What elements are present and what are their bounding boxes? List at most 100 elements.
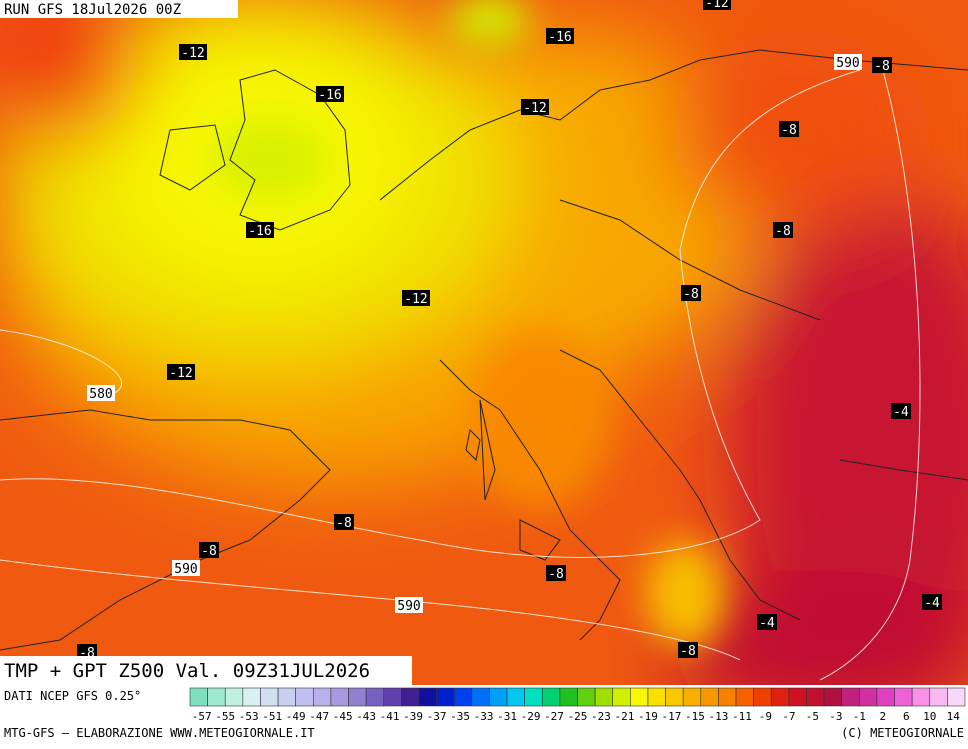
scale-label: -47 [309, 710, 329, 723]
scale-label: -13 [708, 710, 728, 723]
contour-label: -8 [336, 516, 352, 531]
scale-label: 10 [923, 710, 936, 723]
scale-swatch [753, 687, 772, 707]
scale-label: -11 [732, 710, 752, 723]
contour-label: -4 [924, 596, 940, 611]
credit-label: MTG-GFS — ELABORAZIONE WWW.METEOGIORNALE… [4, 726, 315, 740]
scale-swatch [436, 687, 455, 707]
scale-swatch [770, 687, 790, 707]
scale-swatch [348, 687, 367, 707]
scale-label: -17 [662, 710, 682, 723]
contour-label-box [703, 0, 731, 10]
contour-label-box [167, 364, 195, 380]
scale-swatch [189, 687, 208, 707]
contour-label-box [316, 86, 344, 102]
scale-swatch [401, 687, 420, 707]
scale-swatch [559, 687, 578, 707]
contour-label-box [546, 28, 574, 44]
contour-label: -4 [893, 405, 909, 420]
scale-swatch [735, 687, 754, 707]
scale-swatch [894, 687, 913, 707]
contour-label: -16 [548, 30, 571, 45]
scale-swatch [541, 687, 561, 707]
contour-label: -12 [404, 292, 427, 307]
scale-swatch [524, 687, 543, 707]
scale-swatch [242, 687, 261, 707]
scale-swatch [876, 687, 895, 707]
scale-swatch [947, 687, 966, 707]
scale-label: -7 [782, 710, 795, 723]
scale-label: -43 [356, 710, 376, 723]
coastlines [0, 49, 968, 651]
contour-label: 580 [89, 387, 112, 402]
scale-label: -55 [215, 710, 235, 723]
contour-label-box [521, 99, 549, 115]
contour-label-box [395, 597, 423, 613]
contour-label: -8 [775, 224, 791, 239]
contour-label-box [546, 565, 566, 581]
scale-label: -35 [450, 710, 470, 723]
scale-swatch [612, 687, 631, 707]
contour-label: -8 [781, 123, 797, 138]
scale-swatch [841, 687, 860, 707]
contour-label-box [834, 54, 862, 70]
source-label: DATI NCEP GFS 0.25° [4, 689, 141, 703]
scale-label: -45 [333, 710, 353, 723]
scale-label: -37 [427, 710, 447, 723]
contour-label: -8 [548, 567, 564, 582]
contour-label-box [246, 222, 274, 238]
scale-label: -51 [262, 710, 282, 723]
scale-label: -23 [591, 710, 611, 723]
contour-label-box [681, 285, 701, 301]
scale-label: -27 [544, 710, 564, 723]
contour-label: -8 [683, 287, 699, 302]
scale-swatch [207, 687, 226, 707]
scale-label: -39 [403, 710, 423, 723]
contour-label: -8 [680, 644, 696, 659]
scale-swatch [260, 687, 279, 707]
scale-label: -57 [192, 710, 212, 723]
header-box [0, 0, 238, 18]
scale-label: 6 [903, 710, 910, 723]
scale-swatch [471, 687, 490, 707]
scale-label: 2 [879, 710, 886, 723]
scale-swatch [312, 687, 332, 707]
scale-swatch [929, 687, 948, 707]
contour-label: 590 [836, 56, 859, 71]
scale-swatch [630, 687, 649, 707]
contour-label-box [334, 514, 354, 530]
contour-label-box [402, 290, 430, 306]
scale-label: -9 [759, 710, 772, 723]
scale-label: -21 [615, 710, 635, 723]
scale-swatch [383, 687, 402, 707]
scale-label: -1 [853, 710, 866, 723]
scale-swatch [665, 687, 684, 707]
contour-label: -16 [248, 224, 271, 239]
scale-swatch [788, 687, 807, 707]
scale-label: -41 [380, 710, 400, 723]
scale-label: -19 [638, 710, 658, 723]
contour-label: -12 [523, 101, 546, 116]
contour-label-box [779, 121, 799, 137]
scale-swatch [682, 687, 702, 707]
color-scale: -57 -55 -53 -51 -49 -47 -45 -43 -41 -39 -37 -35 -33-… [189, 687, 966, 723]
scale-swatch [700, 687, 719, 707]
map-title: TMP + GPT Z500 Val. 09Z31JUL2026 [4, 660, 370, 682]
contour-label: 590 [174, 562, 197, 577]
scale-swatch [365, 687, 385, 707]
copyright-label: (C) METEOGIORNALE [841, 726, 964, 740]
contour-label-box [172, 560, 200, 576]
scale-swatch [489, 687, 508, 707]
scale-swatch [453, 687, 473, 707]
contour-label: -8 [874, 59, 890, 74]
contour-label-box [891, 403, 911, 419]
scale-swatch [295, 687, 314, 707]
scale-label: -31 [497, 710, 517, 723]
scale-swatch [224, 687, 244, 707]
scale-swatch [823, 687, 843, 707]
scale-swatch [506, 687, 525, 707]
contour-label-box [87, 385, 115, 401]
scale-swatch [577, 687, 596, 707]
